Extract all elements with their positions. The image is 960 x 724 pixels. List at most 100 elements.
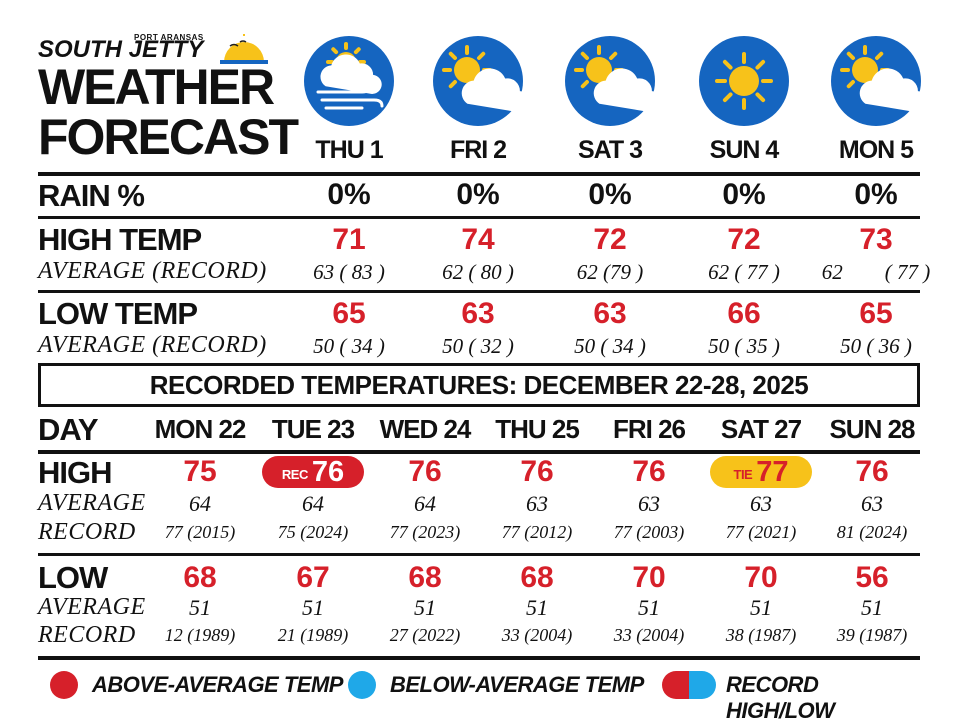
title-forecast: FORECAST	[38, 109, 299, 165]
recorded-high-value: 76	[408, 455, 442, 488]
low-avg-record-value: 50 ( 36 )	[840, 334, 912, 358]
high-temp-value: 74	[461, 223, 495, 256]
high-temp-value: 72	[727, 223, 761, 256]
forecast-day-label: SAT 3	[578, 136, 643, 164]
legend-record-text: RECORD HIGH/LOW	[726, 672, 835, 723]
recorded-low-record: 27 (2022)	[389, 625, 461, 645]
recorded-low-average: 51	[750, 595, 772, 620]
tie-record-badge: TIE 77	[710, 456, 812, 488]
high-avg-record-value: 62 ( 80 )	[442, 260, 514, 284]
recorded-low-record: 21 (1989)	[277, 625, 349, 645]
high-avg-record-value: 62 (79 )	[576, 260, 644, 284]
record-high-low-pill	[662, 671, 716, 699]
recorded-high-average: 63	[526, 491, 548, 516]
low-avg-record-value: 50 ( 35 )	[708, 334, 780, 358]
recorded-day-label: WED 24	[379, 414, 472, 444]
recorded-high-average-label: AVERAGE	[38, 490, 146, 516]
rain-value: 0%	[854, 178, 898, 211]
badge-tag: TIE	[733, 466, 753, 482]
recorded-high-record: 77 (2003)	[613, 522, 685, 542]
recorded-high-value: 76	[855, 455, 889, 488]
recorded-high-value: 75	[183, 455, 217, 488]
recorded-low-average: 51	[414, 595, 436, 620]
divider	[38, 172, 920, 176]
recorded-low-average: 51	[861, 595, 883, 620]
divider	[38, 553, 920, 556]
recorded-low-record: 38 (1987)	[725, 625, 797, 645]
high-avg-record-label: AVERAGE (RECORD)	[38, 258, 267, 284]
forecast-day-label: THU 1	[315, 136, 383, 164]
recorded-low-value: 70	[632, 561, 666, 594]
low-avg-record-label: AVERAGE (RECORD)	[38, 332, 267, 358]
low-temp-value: 63	[461, 297, 495, 330]
recorded-day-label: SAT 27	[720, 414, 802, 444]
sun-icon	[699, 36, 789, 126]
recorded-low-record: 33 (2004)	[613, 625, 685, 645]
forecast-day-label: MON 5	[838, 136, 914, 164]
recorded-high-average: 63	[861, 491, 883, 516]
recorded-high-record: 77 (2021)	[725, 522, 797, 542]
recorded-high-record-label: RECORD	[38, 519, 136, 545]
legend-above-text: ABOVE-AVERAGE TEMP	[92, 672, 343, 697]
low-avg-record-value: 50 ( 34 )	[313, 334, 385, 358]
low-avg-record-value: 50 ( 32 )	[442, 334, 514, 358]
rain-value: 0%	[327, 178, 371, 211]
divider	[38, 450, 920, 454]
recorded-low-value: 70	[744, 561, 778, 594]
recorded-high-value: 76	[632, 455, 666, 488]
recorded-low-record-label: RECORD	[38, 622, 136, 648]
recorded-low-record: 39 (1987)	[836, 625, 908, 645]
recorded-low-value: 68	[183, 561, 217, 594]
low-temp-value: 66	[727, 297, 761, 330]
recorded-high-value: 76	[520, 455, 554, 488]
sun-behind-cloud-icon	[565, 36, 662, 126]
recorded-day-label: FRI 26	[612, 414, 686, 444]
legend-below-text: BELOW-AVERAGE TEMP	[390, 672, 644, 697]
recorded-low-average: 51	[526, 595, 548, 620]
recorded-high-average: 64	[189, 491, 211, 516]
brand-top-small: PORT ARANSAS	[134, 33, 204, 42]
low-temp-value: 65	[332, 297, 366, 330]
recorded-low-record: 33 (2004)	[501, 625, 573, 645]
recorded-high-label: HIGH	[38, 455, 112, 490]
recorded-high-value: 76	[311, 455, 345, 488]
recorded-high-average: 64	[302, 491, 324, 516]
recorded-low-value: 67	[296, 561, 330, 594]
recorded-low-value: 56	[855, 561, 889, 594]
high-avg-record-value: 62 ( 77 )	[821, 260, 931, 284]
low-temp-value: 65	[859, 297, 893, 330]
brand-logo: PORT ARANSAS SOUTH JETTY	[38, 30, 270, 70]
badge-tag: REC	[281, 466, 308, 482]
sun-behind-cloud-icon	[831, 36, 928, 126]
recorded-high-average: 63	[638, 491, 660, 516]
high-avg-record-value: 62 ( 77 )	[708, 260, 780, 284]
recorded-low-average: 51	[302, 595, 324, 620]
rain-value: 0%	[722, 178, 766, 211]
forecast-day-label: SUN 4	[709, 136, 780, 164]
rain-value: 0%	[456, 178, 500, 211]
recorded-day-label: TUE 23	[271, 414, 355, 444]
rain-value: 0%	[588, 178, 632, 211]
low-avg-record-value: 50 ( 34 )	[574, 334, 646, 358]
recorded-high-average: 63	[750, 491, 772, 516]
sunset-icon	[220, 34, 268, 64]
recorded-high-record: 75 (2024)	[277, 522, 349, 542]
high-temp-value: 71	[332, 223, 366, 256]
high-temp-value: 73	[859, 223, 893, 256]
recorded-high-record: 77 (2023)	[389, 522, 461, 542]
low-temp-label: LOW TEMP	[38, 296, 198, 331]
recorded-day-label: THU 25	[495, 414, 580, 444]
divider	[38, 216, 920, 219]
recorded-low-label: LOW	[38, 560, 108, 595]
below-average-dot	[348, 671, 376, 699]
divider	[38, 290, 920, 293]
high-temp-value: 72	[593, 223, 627, 256]
forecast-day-label: FRI 2	[449, 136, 507, 164]
recorded-low-average-label: AVERAGE	[38, 594, 146, 620]
high-avg-record-value: 63 ( 83 )	[313, 260, 385, 284]
above-average-dot	[50, 671, 78, 699]
recorded-high-record: 77 (2012)	[501, 522, 573, 542]
title-weather: WEATHER	[38, 59, 275, 115]
divider	[38, 656, 920, 660]
recorded-high-average: 64	[414, 491, 436, 516]
